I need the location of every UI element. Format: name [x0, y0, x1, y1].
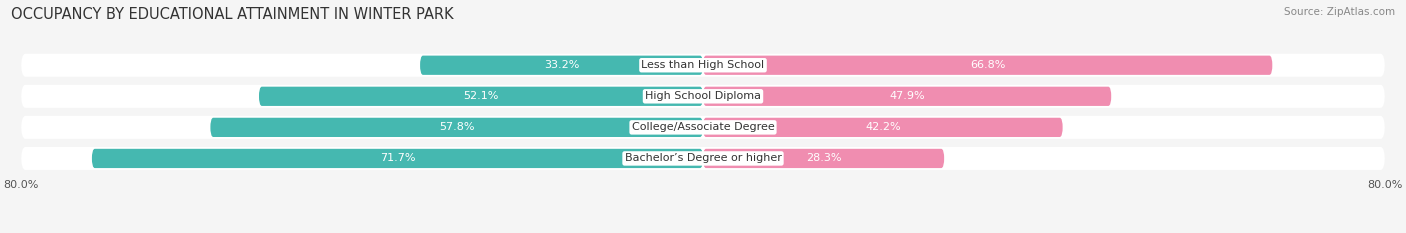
Text: 47.9%: 47.9% [890, 91, 925, 101]
FancyBboxPatch shape [21, 85, 1385, 108]
Text: 52.1%: 52.1% [463, 91, 499, 101]
FancyBboxPatch shape [420, 56, 703, 75]
FancyBboxPatch shape [91, 149, 703, 168]
Text: Less than High School: Less than High School [641, 60, 765, 70]
FancyBboxPatch shape [259, 87, 703, 106]
Text: Bachelor’s Degree or higher: Bachelor’s Degree or higher [624, 154, 782, 163]
Text: College/Associate Degree: College/Associate Degree [631, 122, 775, 132]
FancyBboxPatch shape [211, 118, 703, 137]
FancyBboxPatch shape [21, 54, 1385, 77]
Text: 71.7%: 71.7% [380, 154, 415, 163]
Text: 28.3%: 28.3% [806, 154, 841, 163]
Text: 57.8%: 57.8% [439, 122, 474, 132]
Text: 33.2%: 33.2% [544, 60, 579, 70]
Text: 66.8%: 66.8% [970, 60, 1005, 70]
FancyBboxPatch shape [703, 118, 1063, 137]
FancyBboxPatch shape [703, 56, 1272, 75]
FancyBboxPatch shape [703, 149, 945, 168]
FancyBboxPatch shape [703, 87, 1111, 106]
Text: OCCUPANCY BY EDUCATIONAL ATTAINMENT IN WINTER PARK: OCCUPANCY BY EDUCATIONAL ATTAINMENT IN W… [11, 7, 454, 22]
Text: High School Diploma: High School Diploma [645, 91, 761, 101]
Text: Source: ZipAtlas.com: Source: ZipAtlas.com [1284, 7, 1395, 17]
FancyBboxPatch shape [21, 116, 1385, 139]
Text: 42.2%: 42.2% [865, 122, 901, 132]
FancyBboxPatch shape [21, 147, 1385, 170]
